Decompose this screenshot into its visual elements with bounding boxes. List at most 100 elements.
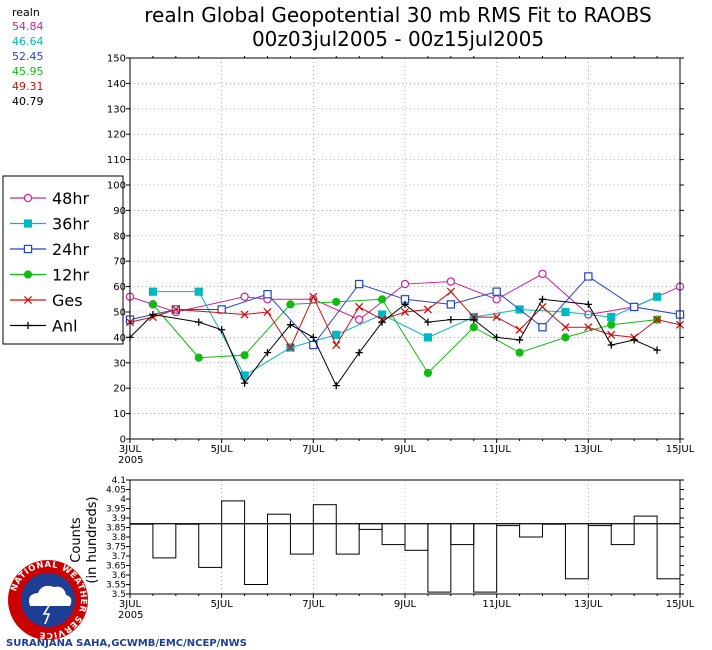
data-point-marker [607,330,616,339]
data-point-marker [561,333,570,342]
data-point-marker [24,321,32,330]
legend-label: Anl [52,317,78,336]
count-bar [267,513,291,525]
data-point-marker [23,244,33,254]
mean-value-label: 49.31 [12,80,44,93]
count-bar [198,523,223,568]
mean-value-label: 52.45 [12,50,44,63]
x-tick-label: 15JUL [666,444,695,455]
data-point-marker [309,333,317,341]
y-tick-label: 130 [107,104,126,115]
data-point-marker [263,290,272,299]
data-point-marker [607,320,616,329]
y-tick-label: 70 [113,257,126,268]
legend-item-ges: Ges [10,291,83,310]
data-point-marker [446,300,456,309]
x-tick-label: 15JUL [666,599,695,610]
data-point-marker [240,379,249,387]
logo-cloud [29,585,72,606]
y-tick-label: 80 [113,231,126,242]
chart-title-line1: realn Global Geopotential 30 mb RMS Fit … [144,3,651,27]
data-point-marker [470,316,478,324]
legend-label: 48hr [52,189,90,208]
series-line [152,291,658,377]
mean-value-label: 40.79 [12,95,44,108]
legend-item-anl: Anl [10,317,78,336]
y-tick-label: 50 [113,308,126,319]
y-tick-label: 4.1 [112,476,126,486]
data-point-marker [332,297,341,306]
data-point-marker [538,269,547,279]
count-bar [312,504,337,525]
data-point-marker [332,340,341,350]
x-tick-label: 7JUL [302,599,325,610]
data-point-marker [148,287,158,296]
data-point-marker [607,312,616,322]
data-point-marker [561,323,570,332]
count-bar [450,523,475,546]
data-point-marker [354,279,364,289]
data-point-marker [149,310,157,319]
data-point-marker [515,336,524,344]
data-point-marker [218,326,226,334]
x-tick-label: 3JUL [119,599,142,610]
y-tick-label: 3.6 [112,571,127,581]
data-point-marker [377,295,387,304]
x-tick-label: 13JUL [574,444,603,455]
y-tick-label: 3.8 [112,533,127,543]
legend-item-12hr: 12hr [10,266,90,285]
data-point-marker [584,323,593,332]
data-point-marker [286,300,295,309]
data-point-marker [194,353,203,362]
data-point-marker [492,287,501,296]
mean-values-header: realn [12,6,40,19]
data-point-marker [423,305,432,314]
y-tick-label: 4.05 [106,486,126,496]
data-point-marker [630,336,638,344]
y-tick-label: 60 [113,282,126,293]
count-bar [404,523,429,551]
data-point-marker [653,346,661,354]
y-tick-label: 40 [113,333,126,344]
data-point-marker [263,307,272,317]
plot-frame [129,479,681,595]
y-tick-label: 20 [113,384,126,395]
data-point-marker [515,348,524,357]
data-point-marker [171,305,180,314]
legend-label: 36hr [52,215,90,234]
count-bar [358,523,383,530]
data-point-marker [538,323,547,332]
data-point-marker [584,300,592,308]
y-tick-label: 3.85 [106,524,126,534]
data-point-marker [194,287,203,296]
count-bar [473,523,498,593]
data-point-marker [309,292,318,301]
data-point-marker [400,279,410,289]
data-point-marker [400,307,410,317]
data-point-marker [515,325,524,334]
data-point-marker [286,343,295,352]
y-tick-label: 90 [113,206,126,217]
count-bar [633,515,658,525]
data-point-marker [23,270,33,279]
y-tick-label: 150 [107,54,126,65]
data-point-marker [240,292,249,301]
data-point-marker [423,368,433,378]
data-point-marker [263,349,272,357]
legend-item-24hr: 24hr [10,240,90,259]
mean-values-list: realn 54.84 46.64 52.45 45.95 49.31 40.79 [12,6,44,108]
y-tick-label: 0 [120,435,126,446]
mean-value-label: 46.64 [12,35,44,48]
y-tick-label: 10 [113,409,126,420]
x-tick-label: 7JUL [302,444,325,455]
y-tick-label: 30 [113,358,126,369]
data-point-marker [653,315,662,324]
y-axis-label: Counts [69,517,84,563]
count-bar [335,523,360,555]
x-year-label: 2005 [118,610,143,621]
count-bar [610,523,635,546]
x-tick-label: 9JUL [394,444,417,455]
data-point-marker [424,318,432,326]
series-12hr [148,295,662,378]
